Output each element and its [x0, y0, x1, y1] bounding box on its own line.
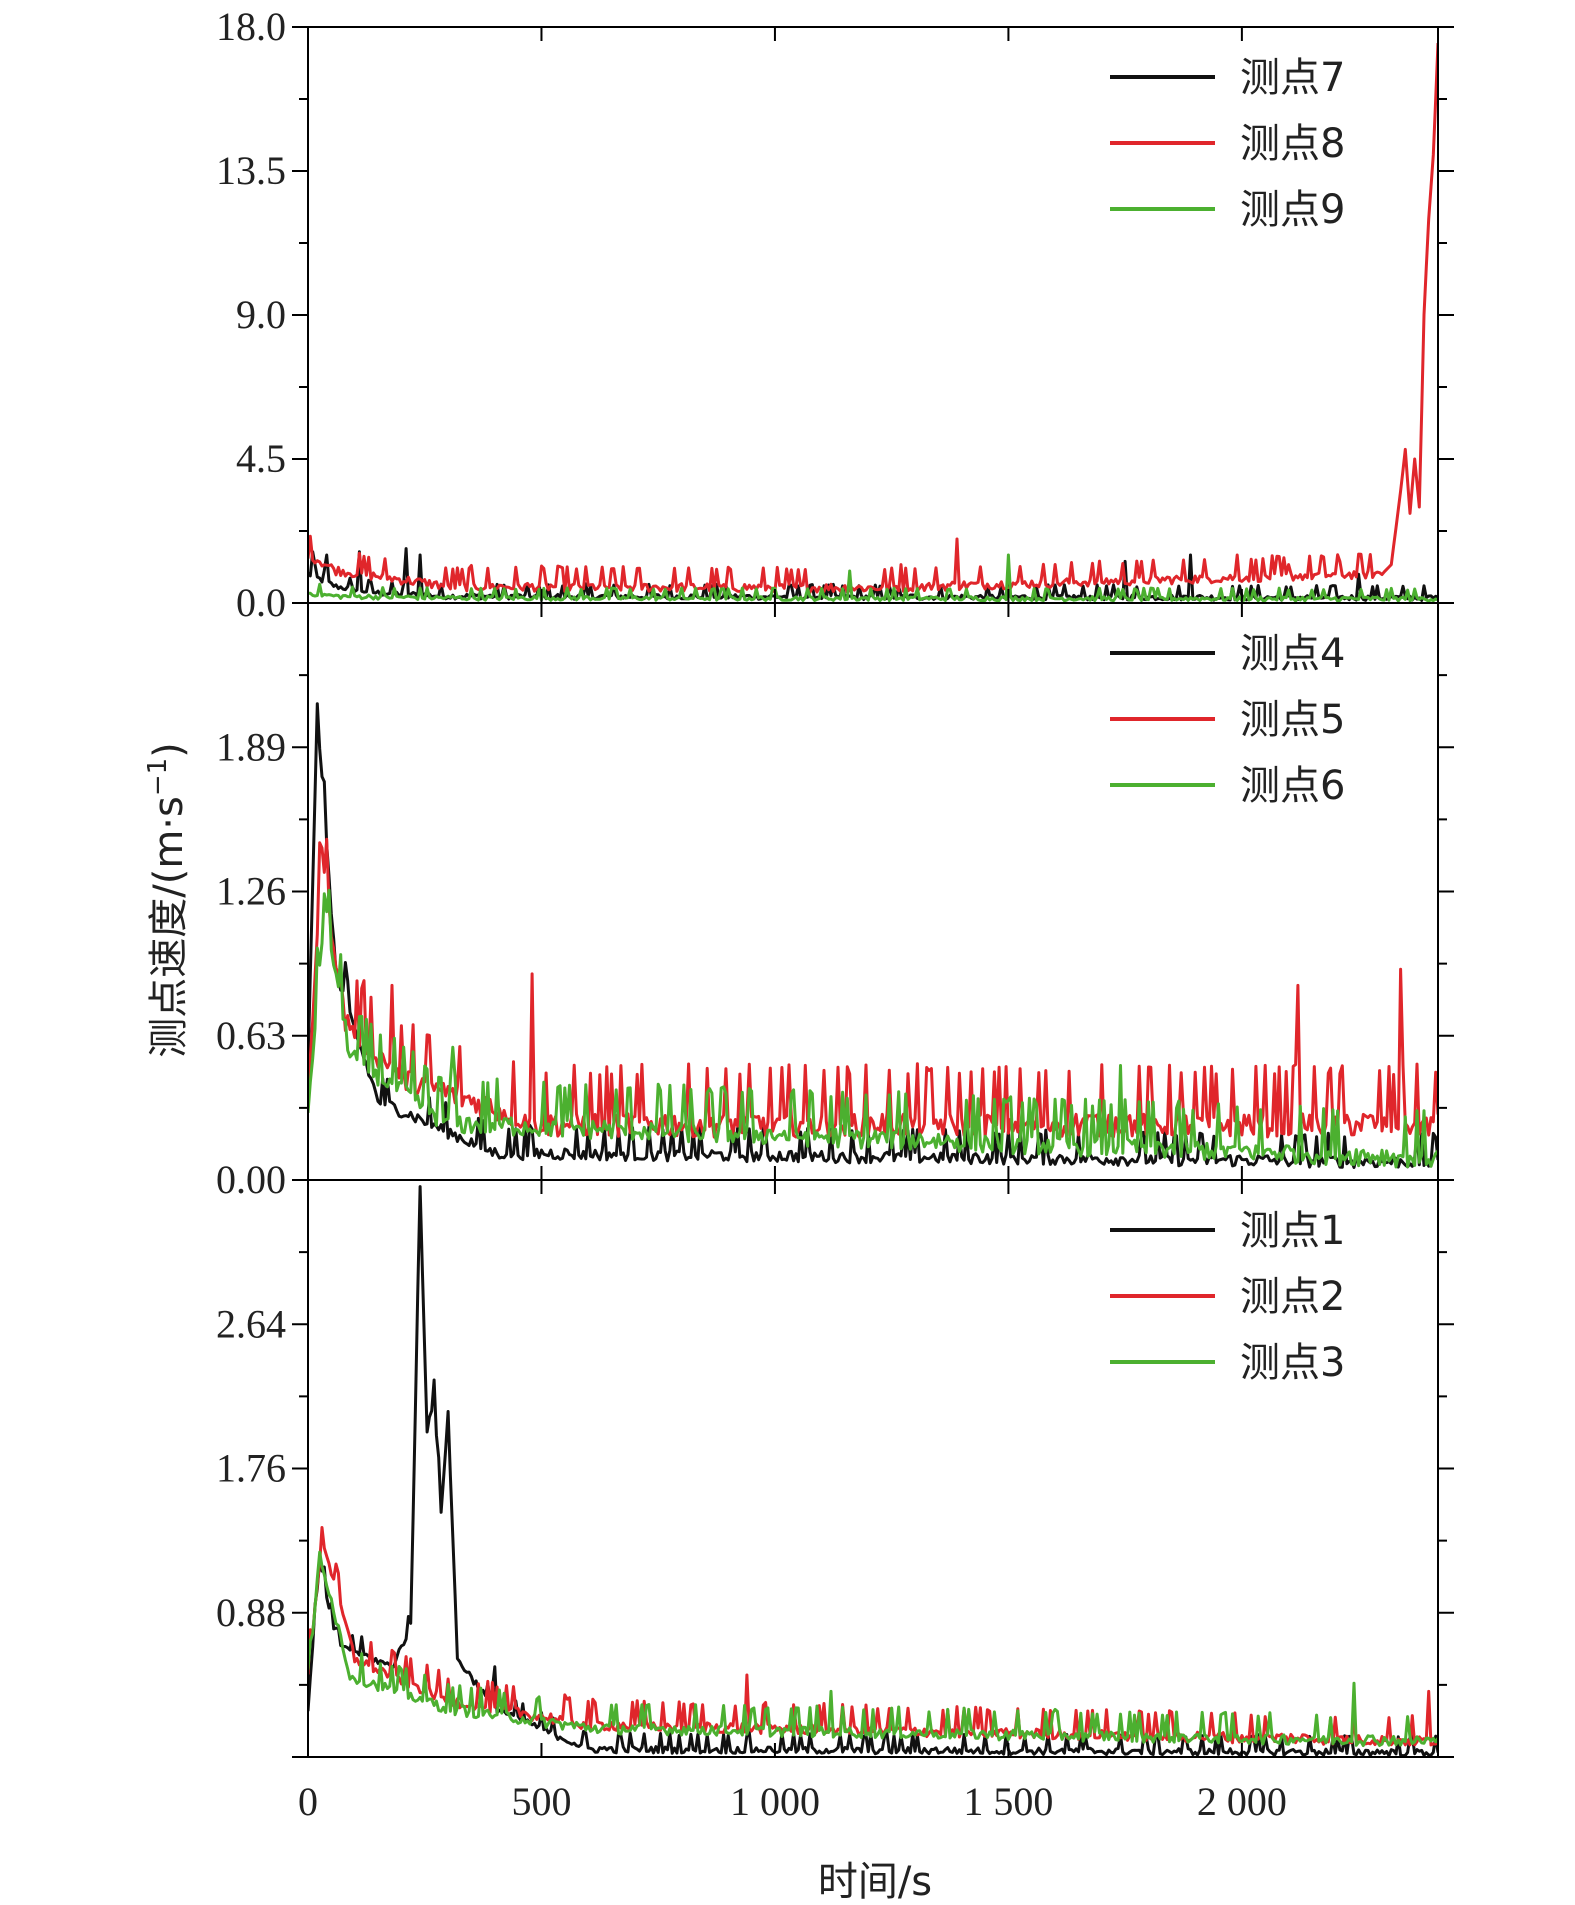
y-tick-label: 0.88: [216, 1590, 286, 1635]
y-tick-label: 4.5: [236, 436, 286, 481]
legend-label: 测点7: [1240, 55, 1345, 101]
series-line-测点6: [308, 888, 1438, 1169]
x-axis: 0 500 1 000 1 500 2 000: [298, 1779, 1287, 1824]
x-tick-label: 1 500: [963, 1779, 1053, 1824]
panel-bottom: 0.88 1.76 2.64 测点1 测点2 测点3: [216, 1179, 1454, 1758]
series-line-测点1: [308, 1185, 1438, 1757]
y-tick-label: 0.63: [216, 1013, 286, 1058]
legend-label: 测点2: [1240, 1274, 1345, 1320]
legend-panel-bottom: 测点1 测点2 测点3: [1110, 1208, 1345, 1386]
y-tick-label: 0.0: [236, 580, 286, 625]
y-tick-label: 1.26: [216, 869, 286, 914]
y-tick-label: 18.0: [216, 4, 286, 49]
legend-label: 测点9: [1240, 187, 1345, 233]
series-line-测点3: [308, 1550, 1438, 1748]
y-tick-label: 2.64: [216, 1301, 286, 1346]
panel-middle: 0.00 0.63 1.26 1.89 测点4 测点5 测点6: [216, 602, 1454, 1202]
x-axis-label: 时间/s: [818, 1859, 932, 1905]
series-line-测点9: [308, 553, 1438, 603]
x-tick-label: 0: [298, 1779, 318, 1824]
y-tick-label: 9.0: [236, 292, 286, 337]
x-tick-label: 2 000: [1197, 1779, 1287, 1824]
legend-label: 测点6: [1240, 763, 1345, 809]
x-tick-label: 500: [511, 1779, 571, 1824]
legend-label: 测点4: [1240, 631, 1345, 677]
chart-panels: 0.0 4.5 9.0 13.5 18.0 测点7 测点8 测点9 0.00 0.63 1.26 1.…: [216, 4, 1454, 1758]
plot-frame: [307, 1179, 1439, 1758]
legend-panel-top: 测点7 测点8 测点9: [1110, 55, 1345, 233]
legend-label: 测点1: [1240, 1208, 1345, 1254]
legend-label: 测点5: [1240, 697, 1345, 743]
plot-frame: [307, 602, 1439, 1181]
panel-top: 0.0 4.5 9.0 13.5 18.0 测点7 测点8 测点9: [216, 4, 1454, 625]
y-axis-label: 测点速度/(m·s−1): [143, 742, 192, 1058]
legend-panel-middle: 测点4 测点5 测点6: [1110, 631, 1345, 809]
plot-frame: [307, 26, 1439, 604]
legend-label: 测点3: [1240, 1340, 1345, 1386]
series-line-测点5: [308, 837, 1438, 1139]
y-tick-label: 1.89: [216, 724, 286, 769]
y-tick-label: 1.76: [216, 1446, 286, 1491]
y-tick-label: 0.00: [216, 1157, 286, 1202]
x-tick-label: 1 000: [730, 1779, 820, 1824]
legend-label: 测点8: [1240, 121, 1345, 167]
series-line-测点2: [308, 1526, 1438, 1747]
series-line-测点4: [308, 702, 1438, 1169]
y-tick-label: 13.5: [216, 148, 286, 193]
